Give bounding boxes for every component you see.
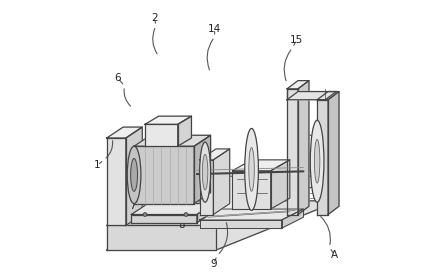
Text: 8: 8: [179, 221, 185, 230]
Polygon shape: [317, 92, 339, 100]
Ellipse shape: [127, 146, 141, 204]
Text: 7: 7: [129, 201, 136, 211]
Polygon shape: [131, 204, 213, 214]
Circle shape: [143, 213, 147, 216]
Text: 14: 14: [208, 24, 222, 34]
Polygon shape: [126, 127, 142, 225]
Text: 2: 2: [151, 13, 158, 23]
Polygon shape: [197, 204, 213, 223]
Ellipse shape: [315, 139, 320, 183]
Text: 15: 15: [290, 35, 303, 45]
Polygon shape: [107, 176, 339, 225]
Polygon shape: [200, 209, 303, 220]
Polygon shape: [287, 92, 336, 100]
Polygon shape: [317, 100, 328, 214]
Ellipse shape: [200, 142, 210, 202]
Text: 3: 3: [322, 149, 329, 160]
Polygon shape: [298, 81, 309, 214]
Polygon shape: [134, 135, 210, 146]
Polygon shape: [271, 160, 290, 209]
Polygon shape: [194, 135, 210, 204]
Polygon shape: [131, 214, 197, 223]
Polygon shape: [328, 92, 339, 214]
Polygon shape: [145, 116, 191, 124]
Polygon shape: [287, 89, 298, 214]
Polygon shape: [107, 201, 339, 250]
Polygon shape: [134, 146, 194, 204]
Polygon shape: [200, 160, 213, 214]
Text: 9: 9: [210, 259, 217, 269]
Polygon shape: [145, 124, 178, 146]
Polygon shape: [233, 171, 271, 209]
Text: 1: 1: [94, 160, 101, 170]
Text: 6: 6: [114, 73, 121, 83]
Ellipse shape: [310, 120, 324, 202]
Polygon shape: [287, 81, 309, 89]
Text: A: A: [331, 251, 338, 261]
Polygon shape: [107, 225, 216, 250]
Polygon shape: [107, 127, 142, 138]
Ellipse shape: [131, 158, 137, 191]
Ellipse shape: [202, 154, 208, 190]
Polygon shape: [178, 116, 191, 146]
Polygon shape: [282, 209, 303, 228]
Polygon shape: [213, 149, 230, 214]
Polygon shape: [107, 138, 126, 225]
Polygon shape: [200, 149, 230, 160]
Polygon shape: [233, 160, 290, 171]
Circle shape: [184, 213, 188, 216]
Polygon shape: [200, 220, 282, 228]
Ellipse shape: [245, 128, 258, 210]
Ellipse shape: [249, 148, 254, 191]
